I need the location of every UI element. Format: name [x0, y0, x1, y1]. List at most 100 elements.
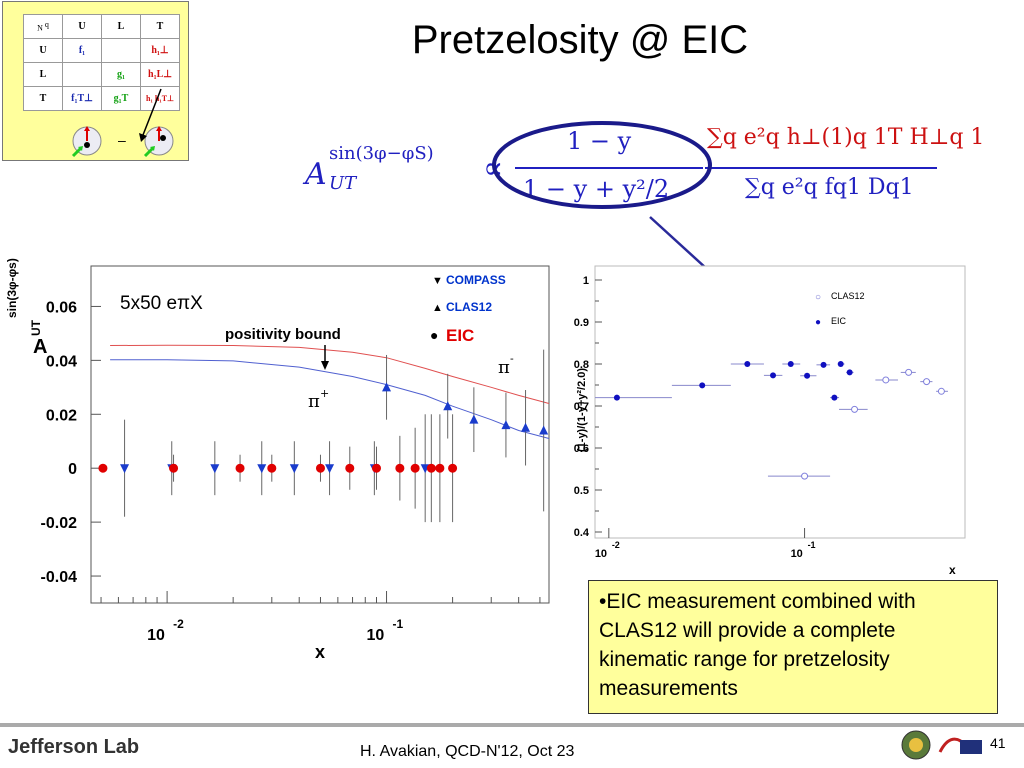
- compass-point: [120, 464, 130, 474]
- clas12-point: [923, 378, 931, 386]
- clas12-point: [851, 405, 859, 413]
- tmd-cell-g1t: g₁T: [101, 86, 141, 111]
- lab-logos: [901, 730, 982, 760]
- chart1-bound-label: positivity bound: [225, 326, 341, 343]
- tmd-corner-q: q: [44, 20, 49, 30]
- chart2-ylabel: (1-y)/(1-y+y²/2.0): [576, 368, 588, 452]
- eic-point: [699, 382, 706, 389]
- clas12-point: [937, 387, 945, 395]
- tmd-header-l: L: [101, 14, 141, 39]
- spin-circle-left-icon: [71, 126, 102, 158]
- eic-point: [169, 463, 179, 473]
- highlight-ellipse: [492, 121, 712, 209]
- formula-frac1-num: 1 − y: [567, 127, 632, 155]
- y-tick-label: 0.02: [46, 407, 77, 424]
- eic-point: [770, 372, 777, 379]
- eic-point: [235, 463, 245, 473]
- chart1-ylabel-sup: sin(3φ-φs): [5, 258, 19, 318]
- legend2-eic-marker: ●: [815, 317, 821, 328]
- tmd-table: N q U L T U f₁ h₁⊥ L g₁ h₁L⊥ T f₁T⊥ g₁T …: [23, 14, 180, 111]
- clas12-point: [801, 472, 809, 480]
- formula-lhs-sub: UT: [329, 173, 357, 194]
- tmd-corner-n: N: [37, 23, 43, 33]
- legend-clas12-label: CLAS12: [446, 300, 492, 314]
- formula-frac2-num: ∑q e²q h⊥(1)q 1T H⊥q 1: [707, 125, 985, 150]
- eic-point: [345, 463, 355, 473]
- legend-eic-label: EIC: [446, 326, 474, 345]
- eic-point: [448, 463, 458, 473]
- summary-note: •EIC measurement combined with CLAS12 wi…: [588, 580, 998, 714]
- clas12-point: [905, 368, 913, 376]
- slide-title: Pretzelosity @ EIC: [411, 18, 749, 62]
- y-tick-label: 0: [68, 461, 77, 478]
- footer-citation: H. Avakian, QCD-N'12, Oct 23: [360, 743, 575, 760]
- formula-lhs-sup: sin(3φ−φS): [329, 143, 434, 164]
- asymmetry-chart: 0.06 0.04 0.02 0 -0.02 -0.04 10 -2 10 -1 A sin(3…: [5, 258, 550, 662]
- y-tick-label: 1: [583, 275, 589, 287]
- eic-point: [426, 463, 436, 473]
- tmd-cell-g1: g₁: [101, 62, 141, 87]
- x-tick-exponent: -1: [808, 540, 816, 550]
- legend2-clas12-marker: ○: [815, 292, 821, 303]
- eic-point: [98, 463, 108, 473]
- chart1-pi-plus-sup: +: [320, 387, 329, 400]
- chart1-pi-minus-label: π: [498, 357, 510, 378]
- footer-divider: [0, 723, 1024, 727]
- spin-minus-sign: –: [118, 132, 126, 148]
- chart1-xlabel: x: [315, 642, 325, 662]
- x-tick-exponent: -2: [173, 617, 184, 631]
- chart1-legend: ▼ COMPASS ▲ CLAS12 ● EIC: [430, 273, 506, 345]
- formula-frac2-den: ∑q e²q fq1 Dq1: [745, 175, 914, 200]
- tmd-cell-h1l: h₁L⊥: [140, 62, 180, 87]
- spin-diagram: –: [71, 126, 174, 158]
- legend2-eic-label: EIC: [831, 316, 847, 326]
- tmd-row-label-l: L: [23, 62, 63, 87]
- chart1-ylabel-sub: UT: [29, 319, 43, 336]
- pointer-arrow-icon: [139, 88, 162, 142]
- eic-point: [613, 394, 620, 401]
- chart1-pi-minus-sup: -: [510, 352, 514, 365]
- chart2-xlabel: x: [949, 563, 956, 577]
- chart1-pi-plus-label: π: [308, 391, 320, 412]
- x-tick-label: 10: [595, 548, 607, 560]
- y-tick-label: 0.04: [46, 353, 77, 370]
- clas12-point: [882, 376, 890, 384]
- tmd-row-label-t: T: [23, 86, 63, 111]
- chart1-kinematics-label: 5x50 eπX: [120, 293, 203, 314]
- y-tick-label: 0.9: [574, 317, 589, 329]
- jefferson-lab-logo: Jefferson Lab: [8, 736, 140, 758]
- legend-compass-label: COMPASS: [446, 273, 506, 287]
- y-tick-label: 0.5: [574, 485, 589, 497]
- tmd-cell-sivers: f₁T⊥: [62, 86, 102, 111]
- eic-point: [410, 463, 420, 473]
- page-number: 41: [990, 735, 1006, 751]
- eic-point: [371, 463, 381, 473]
- y-tick-label: -0.04: [41, 569, 78, 586]
- y-tick-label: 0.06: [46, 299, 77, 316]
- compass-point: [210, 464, 220, 474]
- clas12-point: [382, 382, 392, 392]
- tmd-corner-cell: N q: [23, 14, 63, 39]
- clas12-point: [539, 425, 549, 435]
- eic-point: [787, 361, 794, 367]
- tmd-header-t: T: [140, 14, 180, 39]
- tmd-cell-f1: f₁: [62, 38, 102, 63]
- tmd-cell-empty: [62, 62, 102, 87]
- clas12-point: [469, 414, 479, 424]
- tmd-cell-boer-mulders: h₁⊥: [140, 38, 180, 63]
- legend-eic-marker: ●: [430, 327, 438, 343]
- eic-point: [744, 361, 751, 367]
- x-tick-exponent: -2: [612, 540, 620, 550]
- spin-circle-right-icon: [143, 126, 174, 158]
- clas12-point: [443, 401, 453, 411]
- x-tick-label: 10: [367, 627, 385, 644]
- formula-frac1-bar: [515, 167, 703, 169]
- eic-point: [831, 394, 838, 401]
- chart1-bound-arrow-head: [321, 361, 329, 370]
- x-tick-label: 10: [791, 548, 803, 560]
- eic-point: [435, 463, 445, 473]
- y-tick-label: -0.02: [41, 515, 78, 532]
- x-tick-exponent: -1: [393, 617, 404, 631]
- y-tick-label: 0.7: [574, 401, 589, 413]
- y-tick-label: 0.4: [574, 527, 590, 539]
